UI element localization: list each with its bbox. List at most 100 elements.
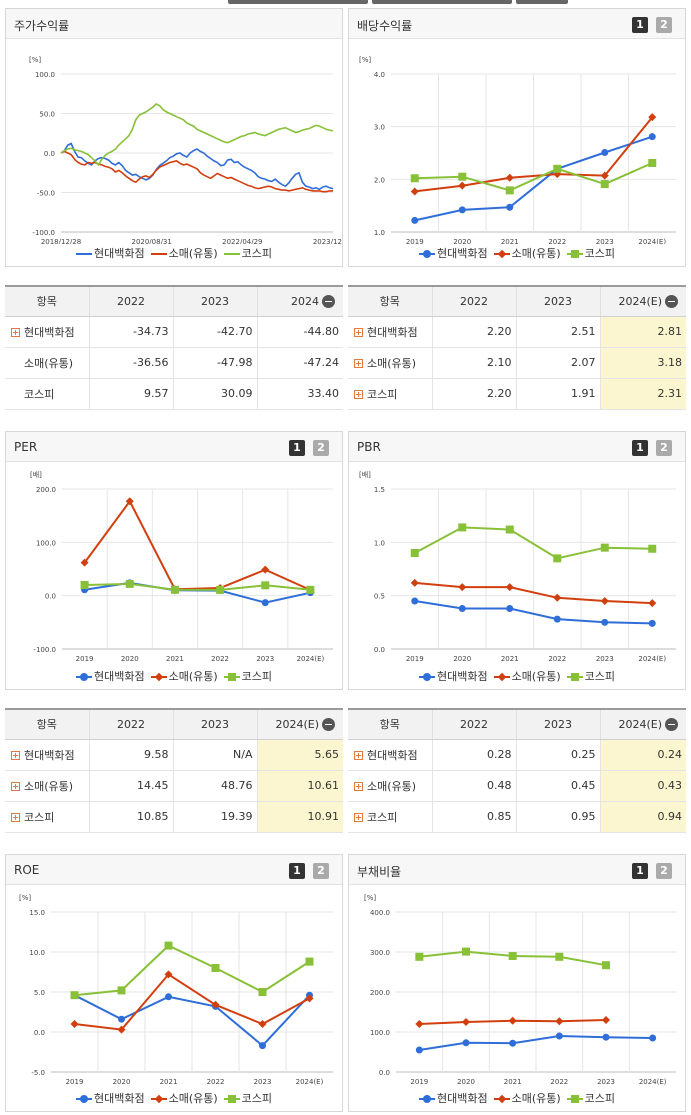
legend-item: 소매(유통): [150, 668, 218, 684]
page-1-button[interactable]: 1: [632, 17, 648, 33]
table-cell: 10.61: [256, 770, 343, 802]
row-label-cell: 소매(유통): [5, 347, 89, 379]
chart-legend: 현대백화점 소매(유통) 코스피: [349, 245, 685, 261]
data-point: [80, 558, 89, 567]
per-table: 항목 2022 2023 2024(E) 현대백화점 9.58 N/A 5.65 소매(유통) 1…: [5, 708, 343, 833]
year-column-header: 2023: [172, 285, 257, 317]
page-2-button[interactable]: 2: [313, 863, 329, 879]
table-cell: 2.10: [431, 347, 516, 379]
data-point: [165, 993, 172, 1001]
row-label: 소매(유통): [24, 356, 74, 370]
y-tick-label: 0.0: [374, 646, 385, 654]
table-cell: 14.45: [88, 770, 173, 802]
expand-plus-icon[interactable]: [354, 751, 363, 760]
legend-label: 코스피: [584, 1092, 616, 1105]
stock-return-panel: 주가수익률 [%] 100.0 50.0 0.0 -50.0 -100.0 2018/12/…: [5, 8, 343, 267]
series-line: [74, 994, 311, 1047]
expand-plus-icon[interactable]: [354, 328, 363, 337]
x-tick-label: 2024(E): [297, 655, 325, 663]
year-column-header: 2023: [515, 708, 600, 740]
y-tick-label: 0.0: [45, 593, 56, 601]
page-1-button[interactable]: 1: [632, 863, 648, 879]
column-header-label: 2022: [460, 294, 488, 308]
expand-plus-icon[interactable]: [11, 813, 20, 822]
collapse-icon[interactable]: [665, 295, 678, 308]
page-2-button[interactable]: 2: [313, 440, 329, 456]
x-tick-label: 2021: [501, 238, 519, 244]
series-group: [70, 970, 314, 1034]
row-label-cell: 현대백화점: [348, 739, 432, 771]
page-1-button[interactable]: 1: [289, 440, 305, 456]
data-point: [261, 599, 269, 607]
x-tick-label: 2022: [207, 1078, 225, 1086]
series-line: [414, 162, 653, 192]
x-tick-label: 2023: [596, 238, 614, 244]
legend-item: 현대백화점: [75, 245, 145, 261]
data-point: [600, 597, 609, 605]
series-line: [419, 1034, 653, 1051]
data-point: [305, 994, 314, 1003]
data-point: [411, 216, 419, 224]
y-unit-label: [%]: [364, 894, 376, 902]
table-row: 코스피 2.20 1.91 2.31: [348, 378, 686, 410]
legend-symbol: [418, 250, 435, 258]
data-point: [261, 581, 270, 590]
collapse-icon[interactable]: [665, 718, 678, 731]
row-label-cell: 코스피: [348, 801, 432, 833]
series-line: [60, 142, 334, 191]
legend-label: 코스피: [584, 247, 616, 260]
y-tick-label: 1.5: [374, 486, 385, 494]
page-1-button[interactable]: 1: [632, 440, 648, 456]
series-group: [80, 579, 315, 594]
expand-plus-icon[interactable]: [11, 782, 20, 791]
page-2-button[interactable]: 2: [656, 863, 672, 879]
expand-plus-icon[interactable]: [354, 782, 363, 791]
data-point: [259, 1042, 266, 1050]
y-tick-label: 10.0: [29, 949, 45, 957]
data-point: [70, 991, 79, 1000]
expand-plus-icon[interactable]: [354, 813, 363, 822]
data-point: [506, 203, 514, 211]
table-cell: N/A: [172, 739, 257, 771]
x-tick-label: 2019: [410, 1078, 428, 1086]
legend-label: 소매(유통): [168, 670, 218, 683]
data-point: [458, 172, 467, 181]
page-1-button[interactable]: 1: [289, 863, 305, 879]
expand-plus-icon[interactable]: [11, 328, 20, 337]
legend-symbol: [150, 672, 167, 682]
expand-plus-icon[interactable]: [11, 751, 20, 760]
expand-plus-icon[interactable]: [354, 390, 363, 399]
column-header-label: 2022: [117, 717, 145, 731]
legend-item: 코스피: [566, 245, 616, 261]
series-line: [414, 526, 653, 560]
series-line: [414, 135, 653, 222]
per-panel: PER 1 2 [배] 200.0 100.0 0.0 -100.0 2019 2020 20…: [5, 431, 343, 690]
x-tick-label: 2020: [121, 655, 139, 663]
y-tick-label: 1.0: [374, 229, 385, 237]
roe-chart: [%] 15.0 10.0 5.0 0.0 -5.0 2019 2020 2021 2022 202…: [19, 894, 333, 1086]
data-point: [649, 1034, 657, 1042]
data-point: [261, 565, 270, 574]
collapse-icon[interactable]: [322, 295, 335, 308]
y-tick-label: 100.0: [370, 1029, 390, 1037]
data-point: [410, 549, 419, 557]
legend-symbol: [223, 673, 240, 681]
data-point: [555, 952, 564, 961]
page-2-button[interactable]: 2: [656, 440, 672, 456]
data-point: [458, 206, 466, 214]
data-point: [125, 497, 134, 506]
expand-plus-icon[interactable]: [354, 359, 363, 368]
collapse-icon[interactable]: [322, 718, 335, 731]
page-2-button[interactable]: 2: [656, 17, 672, 33]
y-tick-label: 0.0: [34, 1029, 45, 1037]
legend-item: 코스피: [223, 245, 272, 261]
legend-symbol: [418, 673, 435, 681]
panel-header: 주가수익률: [6, 9, 342, 39]
row-label: 코스피: [367, 810, 398, 824]
item-column-header: 항목: [5, 285, 89, 317]
column-header-label: 2023: [544, 294, 572, 308]
table-cell: 9.57: [88, 378, 173, 410]
series-group: [411, 597, 656, 627]
panel-header: 배당수익률 1 2: [349, 9, 685, 39]
debt-ratio-chart: [%] 400.0 300.0 200.0 100.0 0.0 2019 2020 2021 20…: [364, 894, 676, 1086]
